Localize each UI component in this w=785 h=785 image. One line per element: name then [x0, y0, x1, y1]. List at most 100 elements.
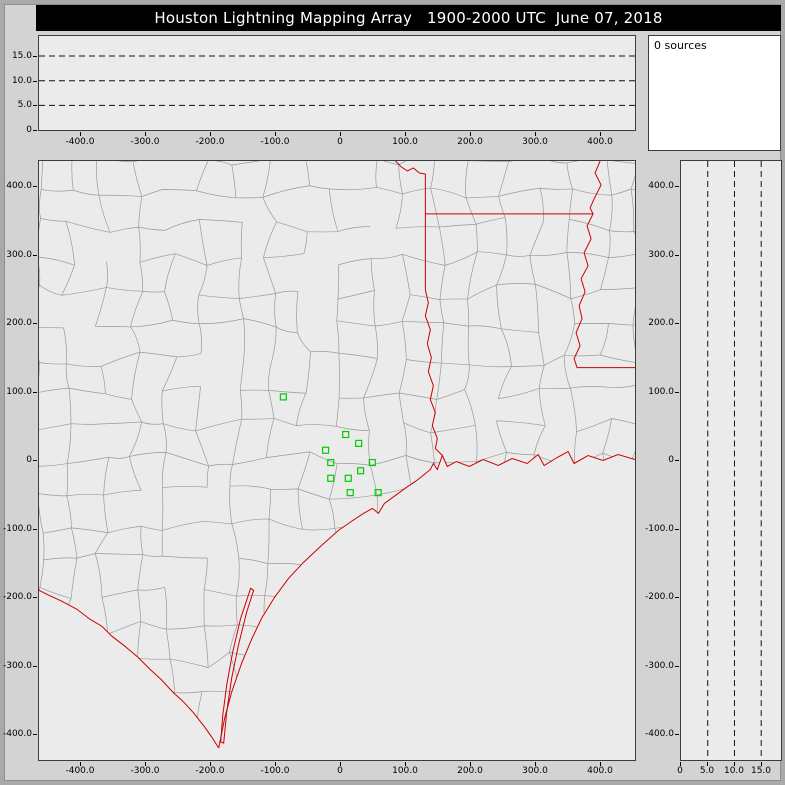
tick-mark	[675, 665, 679, 667]
tick-label: 0	[337, 137, 343, 147]
lma-station-marker	[357, 467, 365, 475]
lma-station-marker	[368, 458, 376, 467]
tick-mark	[675, 186, 679, 187]
tick-mark	[675, 391, 679, 393]
title-bar: Houston Lightning Mapping Array 1900-200…	[36, 5, 781, 31]
tick-label: -200.0	[195, 137, 225, 147]
tick-mark	[675, 734, 679, 735]
tick-mark	[535, 132, 536, 136]
tick-label: 100.0	[648, 386, 674, 397]
tick-label: -300.0	[130, 766, 160, 776]
tick-label: 5.0	[699, 766, 715, 776]
tick-label: -100.0	[260, 137, 290, 147]
tick-mark	[675, 597, 679, 598]
tick-label: 10.0	[11, 75, 32, 86]
tick-mark	[210, 762, 211, 766]
altitude-east-west-plot[interactable]	[39, 36, 635, 130]
tick-mark	[145, 762, 146, 766]
tick-mark	[33, 460, 37, 461]
tick-mark	[470, 762, 471, 766]
tick-mark	[600, 132, 601, 136]
tick-label: 200.0	[457, 766, 483, 776]
tick-label: 200.0	[648, 318, 674, 328]
tick-label: 300.0	[648, 249, 674, 260]
tick-mark	[33, 391, 37, 393]
tick-label: -100.0	[2, 523, 32, 534]
tick-mark	[405, 132, 406, 136]
tick-mark	[33, 734, 37, 735]
tick-mark	[535, 762, 536, 766]
tick-mark	[675, 323, 679, 324]
tick-mark	[600, 762, 601, 766]
tick-label: -300.0	[130, 137, 160, 147]
tick-label: -100.0	[644, 523, 674, 534]
tick-mark	[680, 762, 681, 766]
tick-label: 100.0	[6, 386, 32, 397]
tick-label: 300.0	[522, 137, 548, 147]
tick-mark	[80, 132, 81, 136]
lma-station-marker	[346, 489, 354, 497]
tick-label: 0	[337, 766, 343, 776]
tick-label: -400.0	[2, 729, 32, 739]
tick-label: 400.0	[648, 181, 674, 191]
tick-mark	[405, 762, 406, 766]
state-borders	[39, 161, 635, 749]
tick-mark	[707, 762, 708, 766]
tick-label: 200.0	[457, 137, 483, 147]
tick-mark	[33, 254, 37, 256]
tick-label: 100.0	[392, 137, 418, 147]
tick-mark	[80, 762, 81, 766]
lma-station-marker	[327, 458, 335, 467]
tick-label: 5.0	[17, 100, 32, 111]
tick-label: -200.0	[195, 766, 225, 776]
tick-label: 15.0	[11, 51, 32, 62]
lma-station-marker	[279, 393, 287, 401]
tick-label: 100.0	[392, 766, 418, 776]
county-borders	[39, 161, 635, 749]
lma-station-marker	[321, 446, 330, 454]
coastline	[218, 450, 635, 749]
tick-mark	[33, 80, 37, 82]
tick-mark	[340, 132, 341, 136]
tick-mark	[275, 132, 276, 136]
lma-station-marker	[344, 474, 352, 482]
tick-mark	[275, 762, 276, 766]
tick-mark	[210, 132, 211, 136]
tick-label: 0	[26, 455, 32, 465]
rio-grande	[39, 589, 220, 749]
tick-mark	[33, 323, 37, 324]
tick-label: -400.0	[65, 137, 95, 147]
tick-mark	[33, 597, 37, 598]
plan-view-map[interactable]	[39, 161, 635, 760]
tick-label: 400.0	[587, 137, 613, 147]
altitude-east-west-panel[interactable]	[38, 35, 636, 131]
tick-label: -400.0	[65, 766, 95, 776]
window-title: Houston Lightning Mapping Array 1900-200…	[154, 9, 663, 27]
tick-label: 300.0	[522, 766, 548, 776]
tick-mark	[33, 665, 37, 667]
tick-label: -300.0	[2, 660, 32, 671]
tick-mark	[145, 132, 146, 136]
lma-station-marker	[355, 439, 363, 447]
altitude-north-south-plot[interactable]	[681, 161, 781, 760]
tick-label: -200.0	[2, 592, 32, 602]
lma-stations	[279, 393, 382, 497]
tick-label: 0	[26, 125, 32, 135]
tick-label: -200.0	[644, 592, 674, 602]
lma-station-marker	[342, 430, 350, 439]
tick-mark	[33, 130, 37, 131]
tick-mark	[470, 132, 471, 136]
tick-label: 300.0	[6, 249, 32, 260]
tick-mark	[675, 528, 679, 530]
tick-label: -300.0	[644, 660, 674, 671]
tick-label: 400.0	[587, 766, 613, 776]
mississippi-river-border	[573, 161, 602, 368]
altitude-north-south-panel[interactable]	[680, 160, 782, 761]
tick-mark	[761, 762, 762, 766]
tick-mark	[33, 528, 37, 530]
tick-label: -400.0	[644, 729, 674, 739]
plan-view-map-panel[interactable]	[38, 160, 636, 761]
tick-mark	[340, 762, 341, 766]
tick-label: 15.0	[750, 766, 772, 776]
